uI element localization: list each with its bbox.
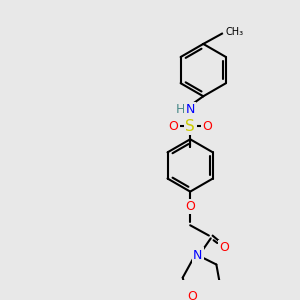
Text: O: O [168,120,178,133]
Text: O: O [187,290,197,300]
Text: N: N [193,249,202,262]
Text: CH₃: CH₃ [226,27,244,37]
Text: H: H [176,103,185,116]
Text: N: N [185,103,195,116]
Text: O: O [185,200,195,213]
Text: S: S [185,119,195,134]
Text: O: O [202,120,212,133]
Text: O: O [219,241,229,254]
